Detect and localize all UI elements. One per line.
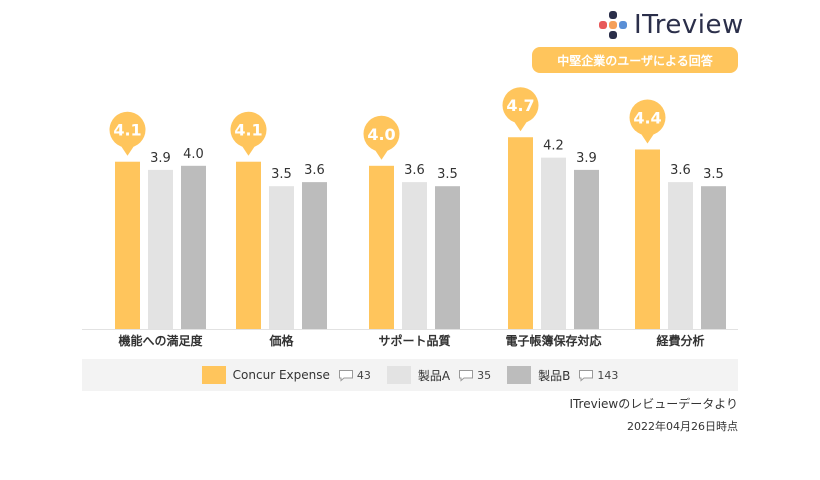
legend-swatch	[507, 366, 532, 384]
bar-product-2-4	[701, 186, 726, 329]
callout-pointer	[512, 119, 529, 132]
legend-series-name: 製品B	[538, 368, 571, 383]
itreview-logo: ITreview	[598, 8, 744, 42]
speech-bubble-icon	[579, 369, 594, 382]
category-label-3: 電子帳簿保存対応	[505, 333, 601, 348]
segment-badge-label: 中堅企業のユーザによる回答	[557, 53, 713, 68]
value-label-concur-1: 4.1	[234, 121, 262, 140]
value-callout-3: 4.7	[502, 87, 539, 132]
logo-mark-icon	[599, 11, 627, 39]
bar-product-2-2	[435, 186, 460, 329]
bar-concur-0	[115, 161, 140, 329]
bar-product-2-0	[181, 165, 206, 329]
callout-pointer	[639, 131, 656, 144]
value-label-concur-4: 4.4	[633, 108, 661, 127]
callout-bubble	[629, 99, 666, 136]
value-label-product-2-0: 4.0	[183, 147, 204, 162]
legend-swatch	[386, 366, 411, 384]
value-label-product-2-2: 3.5	[437, 167, 458, 182]
value-callout-0: 4.1	[109, 111, 146, 156]
bar-product-1-0	[148, 169, 173, 329]
value-label-concur-2: 4.0	[367, 125, 395, 144]
bar-product-1-4	[668, 182, 693, 329]
chart-legend: Concur Expense 43 製品A 35 製品B 143	[82, 359, 738, 391]
speech-bubble-icon	[459, 369, 474, 382]
bar-product-2-1	[302, 182, 327, 329]
value-label-product-2-4: 3.5	[703, 167, 724, 182]
legend-item: Concur Expense 43	[201, 366, 371, 384]
callout-pointer	[373, 147, 390, 160]
value-label-product-2-3: 3.9	[576, 151, 597, 166]
legend-series-name: Concur Expense	[232, 368, 330, 382]
category-label-0: 機能への満足度	[118, 333, 203, 348]
callout-bubble	[363, 115, 400, 152]
category-label-2: サポート品質	[378, 333, 450, 348]
bar-concur-2	[369, 165, 394, 329]
callout-pointer	[240, 143, 257, 156]
legend-item: 製品A 35	[386, 366, 491, 384]
segment-badge: 中堅企業のユーザによる回答	[532, 47, 738, 73]
speech-bubble-icon	[338, 369, 353, 382]
bar-concur-3	[508, 137, 533, 329]
legend-swatch	[201, 366, 226, 384]
legend-series-name: 製品A	[417, 368, 451, 383]
review-count: 143	[578, 369, 618, 382]
bar-product-2-3	[574, 169, 599, 329]
logo-text: ITreview	[634, 10, 744, 40]
value-label-concur-0: 4.1	[113, 121, 141, 140]
value-label-product-2-1: 3.6	[304, 163, 325, 178]
value-callout-4: 4.4	[629, 99, 666, 144]
callout-bubble	[109, 111, 146, 148]
value-label-concur-3: 4.7	[506, 96, 534, 115]
review-count-value: 143	[597, 368, 619, 382]
bar-product-1-3	[541, 157, 566, 329]
value-label-product-1-1: 3.5	[271, 167, 292, 182]
callout-bubble	[230, 111, 267, 148]
review-count-value: 35	[477, 368, 492, 382]
value-callout-2: 4.0	[363, 115, 400, 160]
source-note: ITreviewのレビューデータより	[569, 397, 738, 411]
bar-product-1-1	[269, 186, 294, 329]
value-label-product-1-2: 3.6	[404, 163, 425, 178]
value-callout-1: 4.1	[230, 111, 267, 156]
legend-item: 製品B 143	[507, 366, 618, 384]
callout-pointer	[119, 143, 136, 156]
review-count: 35	[458, 369, 491, 382]
review-count-value: 43	[356, 368, 371, 382]
callout-bubble	[502, 87, 539, 124]
value-label-product-1-0: 3.9	[150, 151, 171, 166]
bar-concur-1	[236, 161, 261, 329]
category-label-4: 経費分析	[656, 333, 704, 348]
value-label-product-1-4: 3.6	[670, 163, 691, 178]
as-of-date: 2022年04月26日時点	[627, 420, 738, 433]
bar-product-1-2	[402, 182, 427, 329]
review-count: 43	[338, 369, 371, 382]
bar-concur-4	[635, 149, 660, 329]
category-label-1: 価格	[268, 333, 294, 348]
value-label-product-1-3: 4.2	[543, 139, 564, 154]
